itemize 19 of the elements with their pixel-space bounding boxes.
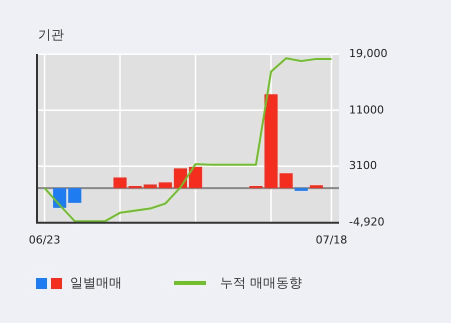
bar xyxy=(280,173,293,188)
legend-label: 누적 매매동향 xyxy=(220,275,302,292)
x-tick-label: 07/18 xyxy=(316,233,348,246)
bar xyxy=(158,182,172,188)
bar xyxy=(249,186,263,188)
y-tick-label: 3100 xyxy=(349,159,377,172)
legend-label: 일별매매 xyxy=(70,275,122,292)
y-tick-label: -4,920 xyxy=(349,216,384,229)
bar xyxy=(113,177,127,188)
bar xyxy=(188,166,202,188)
y-tick-label: 19,000 xyxy=(349,46,388,60)
bar xyxy=(144,184,157,188)
bar xyxy=(68,188,82,203)
y-tick-label: 11000 xyxy=(349,103,384,116)
bar xyxy=(294,188,308,191)
bar xyxy=(128,186,142,188)
x-tick-label: 06/23 xyxy=(28,233,60,246)
chart-title: 기관 xyxy=(38,27,64,44)
bar xyxy=(264,94,278,188)
